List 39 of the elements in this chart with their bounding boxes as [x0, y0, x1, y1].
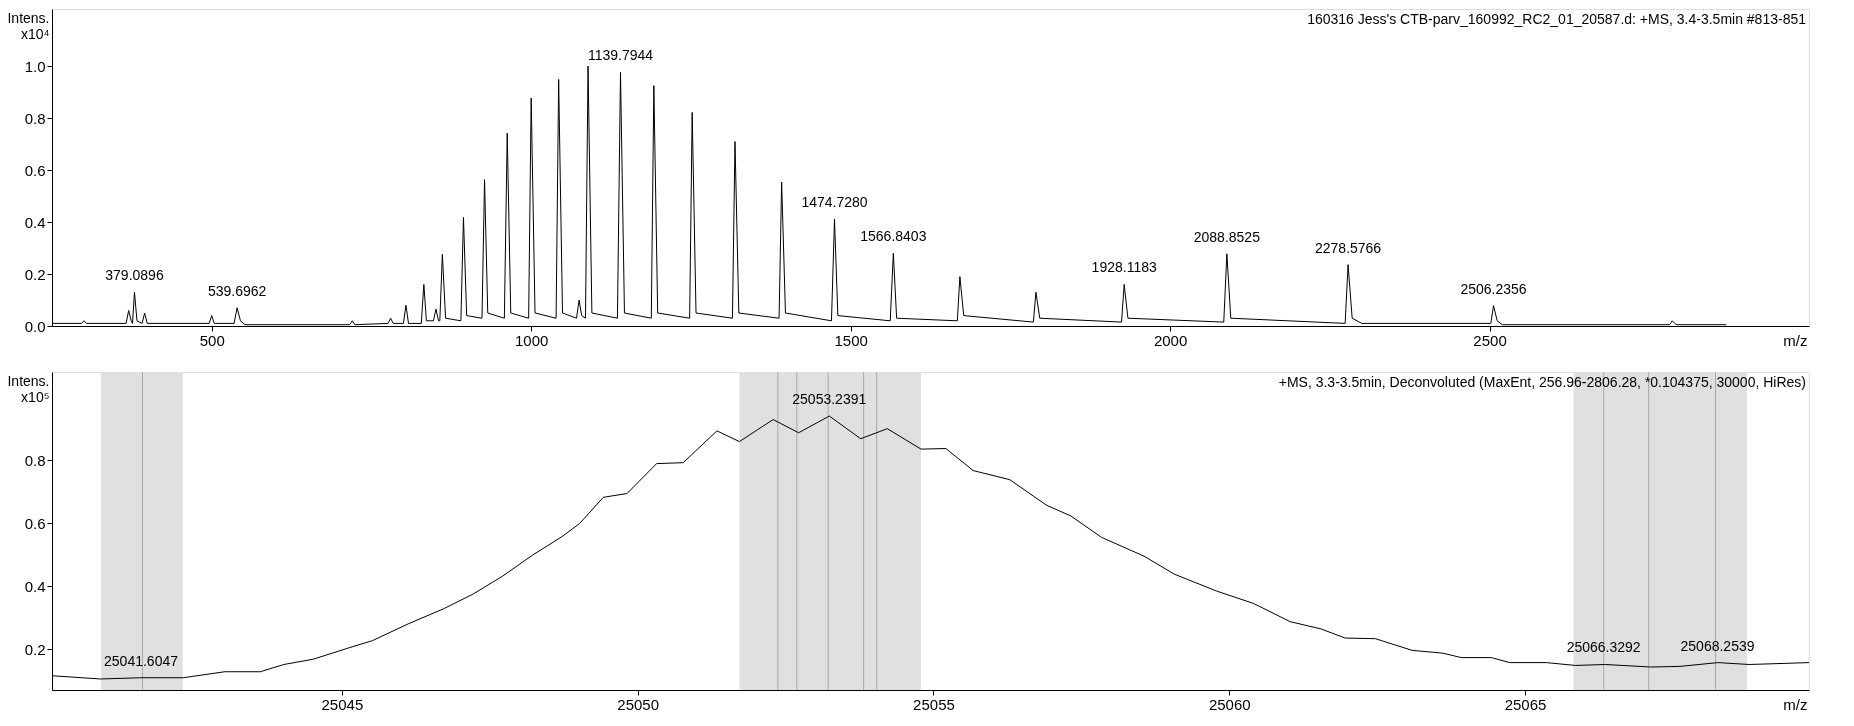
x-tick-label: 25045: [321, 695, 364, 713]
y-tick-label: 0.6: [24, 514, 46, 532]
annotation: 25066.3292: [1566, 639, 1641, 656]
annotation: 2088.8525: [1193, 228, 1261, 245]
x-tick-label: 500: [199, 331, 225, 349]
y-tick-label: 0.4: [24, 213, 46, 231]
x-tick-label: 2000: [1153, 331, 1188, 349]
y-tick-label: 0.2: [24, 640, 46, 658]
y-tick-label: 1.0: [24, 57, 46, 75]
annotation: 539.6962: [207, 282, 267, 299]
annotation: 1928.1183: [1091, 259, 1157, 276]
y-tick-label: 0.8: [24, 451, 46, 469]
annotation: 2506.2356: [1460, 280, 1527, 297]
x-tick-label: 25060: [1208, 695, 1251, 713]
annotation: 25068.2539: [1680, 637, 1755, 654]
x-tick-label: 25055: [913, 695, 955, 713]
x-tick-label: 25050: [617, 695, 660, 713]
x-axis-title: m/z: [1783, 331, 1808, 349]
annotation: 25053.2391: [792, 391, 867, 408]
annotation: 1139.7944: [587, 47, 654, 64]
chart-title: +MS, 3.3-3.5min, Deconvoluted (MaxEnt, 256.96-2806.28, *0.104375, 30000, HiRes): [1278, 374, 1806, 390]
x-tick-label: 2500: [1473, 331, 1507, 349]
chart-title: 160316 Jess's CTB-parv_160992_RC2_01_20587.d: +MS, 3.4-3.5min #813-851: [1307, 11, 1807, 27]
y-tick-label: 0.6: [24, 161, 46, 179]
annotation: 2278.5766: [1314, 239, 1382, 256]
x-tick-label: 1000: [514, 331, 549, 349]
y-axis-title: Intens. x10⁵: [7, 372, 50, 405]
annotation: 379.0896: [105, 267, 164, 284]
x-tick-label: 1500: [834, 331, 868, 349]
annotation: 25041.6047: [104, 652, 179, 669]
x-tick-label: 25065: [1504, 695, 1547, 713]
y-tick-label: 0.8: [24, 109, 46, 127]
y-tick-label: 0.2: [24, 265, 46, 283]
y-tick-label: 0.0: [24, 317, 46, 335]
annotation: 1566.8403: [860, 228, 927, 245]
y-tick-label: 0.4: [24, 577, 46, 595]
annotation: 1474.7280: [801, 194, 868, 211]
y-axis-title: Intens. x10⁴: [7, 9, 50, 42]
x-axis-title: m/z: [1783, 695, 1808, 713]
